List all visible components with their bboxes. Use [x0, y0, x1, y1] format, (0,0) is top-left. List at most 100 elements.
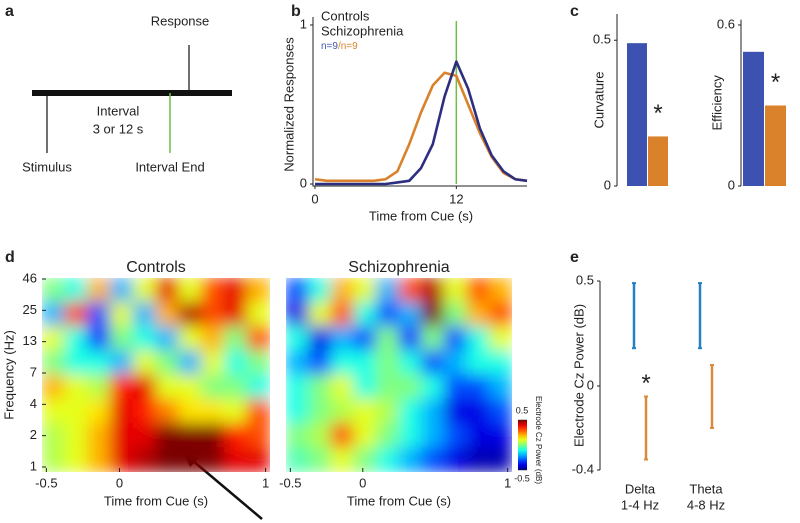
timeline-diagram: Response Interval 3 or 12 s Stimulus Int… — [22, 13, 232, 174]
heatmap-cell — [246, 374, 270, 400]
heatmap-cell — [87, 447, 111, 472]
heatmap-cell — [42, 301, 66, 327]
heatmap-cell — [330, 350, 355, 376]
heatmap-cell — [132, 278, 157, 303]
heatmap-cell — [375, 301, 400, 327]
heatmap-cell — [223, 423, 248, 449]
heatmap-cell — [87, 350, 111, 376]
heatmap-cell — [488, 447, 512, 472]
heatmap — [286, 278, 512, 472]
heatmap-cell — [421, 398, 445, 424]
heatmap-cell — [178, 398, 203, 424]
series-line — [314, 71, 528, 183]
heatmap-cell — [443, 350, 468, 376]
heatmap-cell — [488, 350, 512, 376]
heatmap-cell — [155, 350, 180, 376]
heatmap-cell — [109, 278, 134, 303]
heatmap-cell — [246, 350, 270, 376]
heatmap-cell — [398, 374, 423, 400]
heatmap-cell — [308, 423, 332, 449]
heatmap-cell — [201, 278, 225, 303]
x-tick-label: 0 — [116, 475, 123, 490]
heatmap-cell — [178, 278, 203, 303]
panel-label: a — [5, 3, 14, 20]
heatmap-cell — [375, 447, 400, 472]
heatmap-cell — [421, 326, 445, 352]
heatmap-cell — [353, 350, 377, 376]
y-axis-label: Efficiency — [709, 75, 724, 131]
heatmap-cell — [330, 398, 355, 424]
x-tick-label: 1 — [262, 475, 269, 490]
y-tick-label: -0.4 — [572, 461, 594, 476]
heatmap-cell — [246, 398, 270, 424]
heatmap-cell — [246, 447, 270, 472]
heatmap-cell — [87, 326, 111, 352]
heatmap-cell — [223, 350, 248, 376]
stimulus-label: Stimulus — [22, 159, 72, 174]
heatmap-cell — [488, 423, 512, 449]
heatmap-cell — [201, 447, 225, 472]
heatmap-cell — [466, 350, 490, 376]
y-tick-label: 2 — [30, 427, 37, 442]
heatmap-cell — [178, 374, 203, 400]
heatmap-cell — [286, 278, 310, 303]
heatmap-cell — [201, 423, 225, 449]
heatmap-cell — [201, 374, 225, 400]
heatmap-cell — [421, 278, 445, 303]
heatmap-cell — [443, 374, 468, 400]
x-tick-sublabel: 1-4 Hz — [621, 497, 659, 512]
heatmap-cell — [132, 398, 157, 424]
heatmap-cell — [286, 423, 310, 449]
heatmap-cell — [155, 301, 180, 327]
heatmap-cell — [330, 423, 355, 449]
heatmap-cell — [421, 447, 445, 472]
y-axis-label: Electrode Cz Power (dB) — [571, 304, 586, 447]
heatmap-cell — [466, 374, 490, 400]
heatmap-cell — [353, 301, 377, 327]
y-axis-label: Frequency (Hz) — [1, 330, 16, 420]
x-tick-label: -0.5 — [35, 475, 57, 490]
heatmap-cell — [466, 398, 490, 424]
bar — [627, 43, 647, 186]
heatmap-cell — [308, 278, 332, 303]
heatmap-cell — [443, 326, 468, 352]
heatmap-cell — [308, 398, 332, 424]
x-tick-label: 12 — [449, 191, 463, 206]
y-tick-label: 0.5 — [576, 272, 594, 287]
heatmap-cell — [109, 423, 134, 449]
axis — [312, 17, 527, 187]
heatmap-cell — [398, 423, 423, 449]
heatmap-cell — [109, 447, 134, 472]
panel-label: d — [5, 249, 15, 266]
heatmap-title: Controls — [126, 259, 186, 276]
heatmap-cell — [286, 398, 310, 424]
heatmap-cell — [421, 374, 445, 400]
heatmap-cell — [246, 423, 270, 449]
heatmap-cell — [155, 447, 180, 472]
heatmap-cell — [64, 374, 89, 400]
legend-entry: Schizophrenia — [321, 23, 404, 38]
heatmap-cell — [398, 301, 423, 327]
heatmap-cell — [155, 423, 180, 449]
heatmap-cell — [375, 398, 400, 424]
heatmap-cell — [443, 278, 468, 303]
heatmap-cell — [466, 326, 490, 352]
heatmap-cell — [330, 301, 355, 327]
x-axis-label: Time from Cue (s) — [347, 493, 451, 508]
heatmap-cell — [42, 326, 66, 352]
heatmap-cell — [488, 278, 512, 303]
heatmap-cell — [443, 447, 468, 472]
y-tick-label: 46 — [23, 270, 37, 285]
heatmap-cell — [109, 350, 134, 376]
heatmap-cell — [87, 423, 111, 449]
significance-star: * — [771, 69, 780, 96]
heatmap-cell — [178, 301, 203, 327]
heatmap-cell — [375, 423, 400, 449]
heatmap — [42, 278, 270, 472]
heatmap-cell — [155, 326, 180, 352]
heatmap-cell — [64, 423, 89, 449]
y-axis-label: Curvature — [591, 71, 606, 128]
colorbar — [518, 420, 527, 470]
heatmap-cell — [398, 447, 423, 472]
